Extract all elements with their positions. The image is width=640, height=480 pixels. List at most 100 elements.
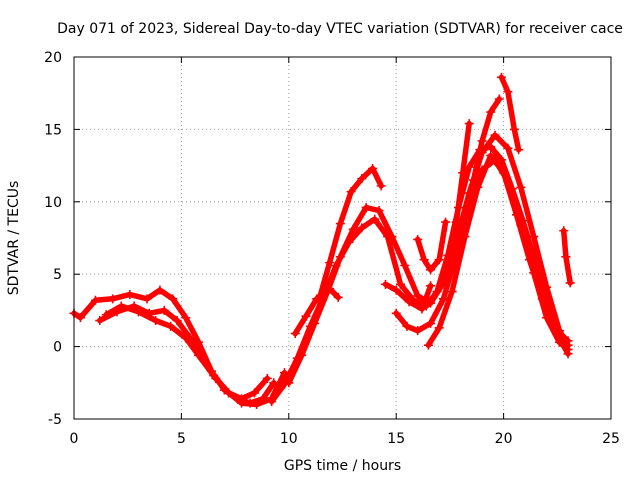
data-point bbox=[460, 232, 470, 242]
series-line bbox=[71, 287, 277, 406]
data-point bbox=[376, 181, 386, 191]
series-track-7 bbox=[423, 150, 573, 359]
data-point bbox=[509, 124, 519, 134]
data-point bbox=[514, 145, 524, 155]
x-tick-label: 15 bbox=[387, 431, 405, 447]
data-point bbox=[348, 224, 358, 234]
series-line bbox=[268, 144, 571, 405]
data-point bbox=[374, 205, 384, 215]
data-point bbox=[370, 214, 380, 224]
data-point bbox=[325, 258, 335, 268]
data-point bbox=[563, 349, 573, 359]
data-point bbox=[95, 316, 105, 326]
data-point bbox=[503, 87, 513, 97]
data-point bbox=[357, 174, 367, 184]
data-point bbox=[209, 371, 219, 381]
data-point bbox=[237, 394, 247, 404]
y-tick-label: 5 bbox=[53, 267, 62, 283]
x-tick-label: 5 bbox=[177, 431, 186, 447]
data-point bbox=[419, 255, 429, 265]
chart-title: Day 071 of 2023, Sidereal Day-to-day VTE… bbox=[57, 21, 623, 37]
data-point bbox=[529, 232, 539, 242]
data-point bbox=[426, 265, 436, 275]
data-point bbox=[368, 163, 378, 173]
data-point bbox=[413, 326, 423, 336]
data-point bbox=[423, 340, 433, 350]
data-point bbox=[380, 279, 390, 289]
series-track-10 bbox=[469, 94, 504, 185]
series-track-2 bbox=[95, 301, 290, 410]
data-point bbox=[262, 373, 272, 383]
data-point bbox=[451, 217, 461, 227]
data-point bbox=[426, 318, 436, 328]
y-tick-label: 20 bbox=[44, 50, 62, 66]
data-point bbox=[166, 321, 176, 331]
data-point bbox=[116, 301, 126, 311]
data-point bbox=[391, 285, 401, 295]
data-point bbox=[441, 217, 451, 227]
data-point bbox=[249, 388, 259, 398]
data-point bbox=[181, 313, 191, 323]
data-point bbox=[400, 261, 410, 271]
data-point bbox=[537, 294, 547, 304]
data-point bbox=[297, 350, 307, 360]
y-tick-label: 15 bbox=[44, 122, 62, 138]
x-axis-label: GPS time / hours bbox=[284, 458, 401, 474]
data-point bbox=[561, 252, 571, 262]
data-point bbox=[101, 310, 111, 320]
plot-frame bbox=[73, 56, 612, 420]
data-point bbox=[438, 294, 448, 304]
grid bbox=[74, 57, 611, 419]
y-axis-label: SDTVAR / TECUs bbox=[6, 181, 22, 296]
y-tick-label: 10 bbox=[44, 195, 62, 211]
data-point bbox=[464, 119, 474, 129]
data-point bbox=[413, 291, 423, 301]
data-point bbox=[524, 255, 534, 265]
axis-ticks: 0 5 10 15 20 25 -5 0 5 10 15 20 bbox=[44, 50, 620, 447]
data-point bbox=[503, 143, 513, 153]
x-tick-label: 20 bbox=[495, 431, 513, 447]
data-point bbox=[133, 307, 143, 317]
data-point bbox=[511, 210, 521, 220]
data-point bbox=[301, 311, 311, 321]
data-point bbox=[335, 219, 345, 229]
data-point bbox=[496, 72, 506, 82]
data-point bbox=[168, 294, 178, 304]
data-point bbox=[559, 226, 569, 236]
data-point bbox=[290, 329, 300, 339]
data-point bbox=[395, 279, 405, 289]
series-line bbox=[445, 120, 472, 269]
series-track-8 bbox=[314, 163, 386, 305]
data-point bbox=[499, 168, 509, 178]
series-track-9 bbox=[443, 119, 474, 271]
data-point bbox=[125, 289, 135, 299]
data-point bbox=[387, 232, 397, 242]
data-point bbox=[486, 150, 496, 160]
series-line bbox=[498, 74, 522, 153]
data-point bbox=[490, 130, 500, 140]
data-point bbox=[310, 318, 320, 328]
data-point bbox=[402, 321, 412, 331]
data-point bbox=[417, 304, 427, 314]
data-point bbox=[494, 94, 504, 104]
x-tick-label: 0 bbox=[70, 431, 79, 447]
data-point bbox=[155, 285, 165, 295]
data-point bbox=[194, 350, 204, 360]
series-line bbox=[414, 219, 449, 273]
data-point bbox=[473, 182, 483, 192]
data-point bbox=[516, 182, 526, 192]
y-tick-label: 0 bbox=[53, 340, 62, 356]
data-point bbox=[181, 333, 191, 343]
data-point bbox=[391, 308, 401, 318]
data-point bbox=[434, 323, 444, 333]
data-point bbox=[312, 294, 322, 304]
series-line bbox=[425, 152, 571, 357]
data-point bbox=[224, 388, 234, 398]
data-point bbox=[486, 107, 496, 117]
data-point bbox=[159, 305, 169, 315]
data-point bbox=[542, 282, 552, 292]
series-track-3 bbox=[101, 301, 272, 404]
series-track-13 bbox=[380, 279, 436, 314]
data-point bbox=[550, 326, 560, 336]
